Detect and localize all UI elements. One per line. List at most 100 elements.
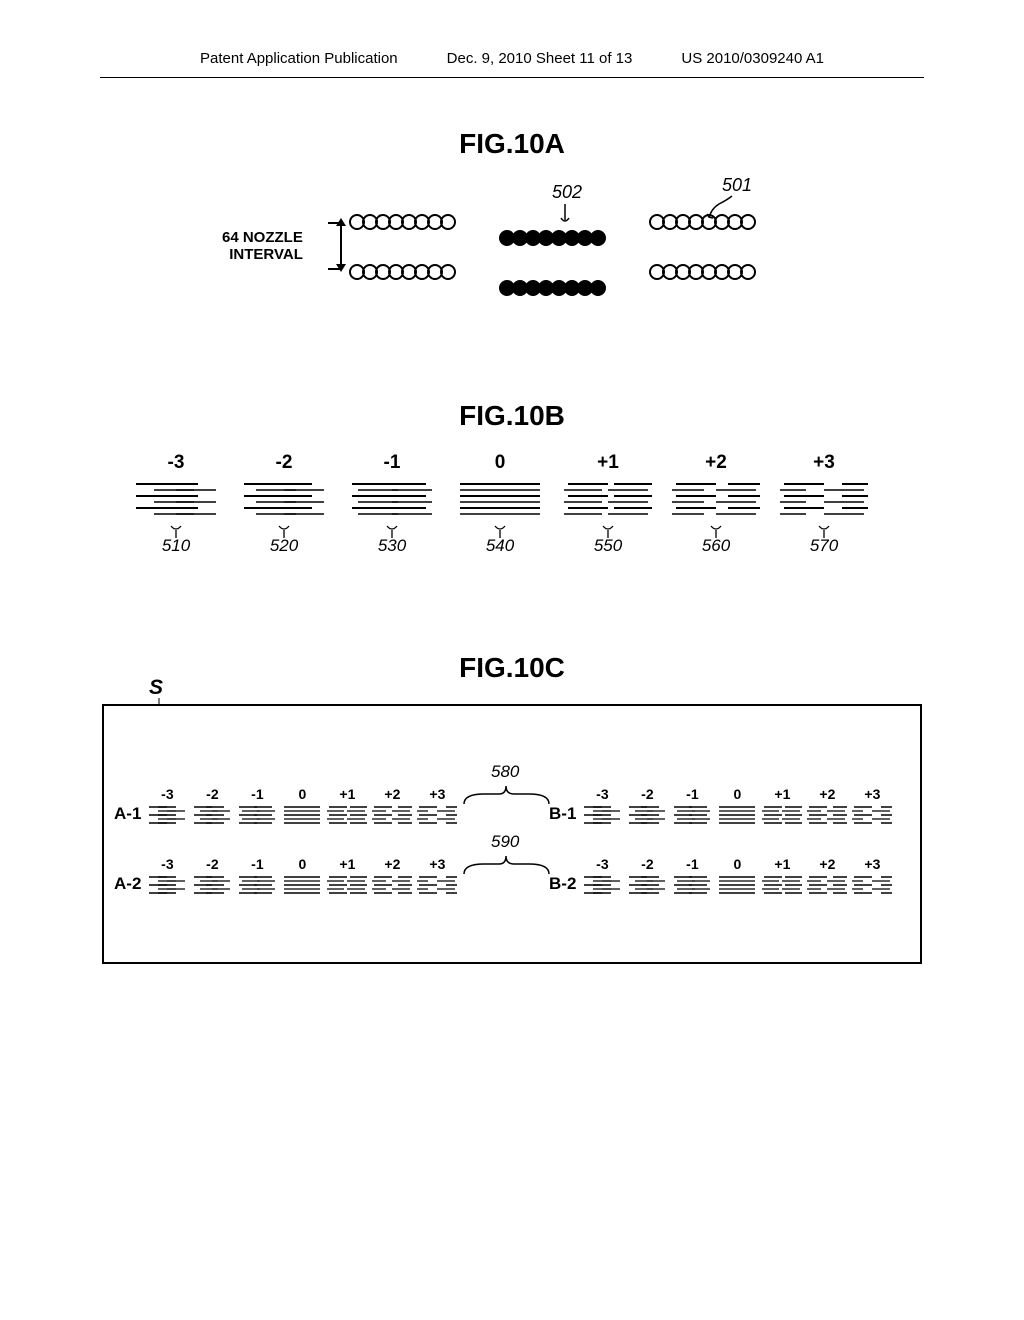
mini-pattern-column: -1 (237, 856, 277, 896)
mini-pattern-column: +2 (372, 856, 412, 896)
pattern-row-group: A-1-3-2-10+1+2+3 (114, 786, 462, 826)
row-group-label: B-2 (549, 874, 576, 894)
mini-pattern-column: +2 (807, 786, 847, 826)
mini-pattern-column: -2 (627, 856, 667, 896)
mini-column-number: +1 (774, 856, 790, 872)
mini-column-number: +3 (429, 856, 445, 872)
nozzle-interval-label: 64 NOZZLE INTERVAL (222, 230, 303, 263)
ref-580-label: 580 (491, 762, 519, 782)
column-ref-label: 540 (486, 536, 514, 556)
column-ref-label: 550 (594, 536, 622, 556)
mini-pattern-column: -3 (582, 856, 622, 896)
open-row-3 (352, 264, 456, 280)
alignment-pattern (456, 480, 544, 522)
mini-pattern-column: 0 (282, 856, 322, 896)
mini-pattern-column: +3 (852, 786, 892, 826)
mini-alignment-pattern (147, 874, 187, 896)
mini-alignment-pattern (852, 874, 892, 896)
header-right: US 2010/0309240 A1 (681, 50, 824, 67)
row-group-label: B-1 (549, 804, 576, 824)
pattern-row-group: A-2-3-2-10+1+2+3 (114, 856, 462, 896)
alignment-pattern (564, 480, 652, 522)
mini-alignment-pattern (762, 874, 802, 896)
mini-pattern-column: -2 (192, 786, 232, 826)
mini-pattern-column: -1 (672, 856, 712, 896)
bracket-vertical (340, 224, 342, 266)
mini-pattern-column: +1 (327, 786, 367, 826)
alignment-pattern (240, 480, 328, 522)
filled-row-2 (502, 280, 606, 296)
nozzle-label-l2: INTERVAL (229, 246, 303, 263)
mini-column-number: +3 (429, 786, 445, 802)
mini-alignment-pattern (147, 804, 187, 826)
mini-alignment-pattern (192, 874, 232, 896)
bracket-bottom (328, 268, 340, 270)
mini-column-number: +1 (774, 786, 790, 802)
alignment-pattern (780, 480, 868, 522)
mini-column-number: -3 (161, 786, 173, 802)
alignment-pattern (672, 480, 760, 522)
mini-pattern-column: +2 (807, 856, 847, 896)
mini-column-number: -2 (641, 856, 653, 872)
bracket-top (328, 222, 340, 224)
mini-column-number: +3 (864, 786, 880, 802)
mini-pattern-column: +2 (372, 786, 412, 826)
nozzle-label-l1: 64 NOZZLE (222, 229, 303, 246)
mini-alignment-pattern (327, 804, 367, 826)
mini-column-number: -2 (206, 786, 218, 802)
page-header: Patent Application Publication Dec. 9, 2… (100, 0, 924, 78)
figure-10a: FIG.10A 64 NOZZLE INTERVAL 501 502 (0, 128, 1024, 330)
mini-pattern-column: +3 (417, 856, 457, 896)
pattern-column: +2560 (672, 452, 760, 556)
mini-column-number: 0 (299, 786, 307, 802)
ref-580-brace (459, 784, 554, 806)
mini-alignment-pattern (672, 804, 712, 826)
pattern-column: -1530 (348, 452, 436, 556)
figure-10b: FIG.10B -3510-2520-15300540+1550+2560+35… (0, 400, 1024, 582)
mini-column-number: +2 (384, 856, 400, 872)
open-circle-icon (740, 264, 756, 280)
pattern-column: +1 550 (564, 452, 652, 556)
filled-circle-icon (590, 280, 606, 296)
mini-pattern-column: -2 (627, 786, 667, 826)
s-leader (152, 698, 160, 706)
mini-pattern-column: +3 (852, 856, 892, 896)
mini-pattern-column: +1 (762, 856, 802, 896)
alignment-pattern (348, 480, 436, 522)
mini-column-number: -1 (251, 786, 263, 802)
mini-alignment-pattern (417, 874, 457, 896)
mini-column-number: -2 (641, 786, 653, 802)
column-number: +1 (597, 452, 619, 474)
column-ref-label: 560 (702, 536, 730, 556)
mini-alignment-pattern (237, 874, 277, 896)
mini-alignment-pattern (627, 804, 667, 826)
open-circle-icon (740, 214, 756, 230)
fig10a-title: FIG.10A (0, 128, 1024, 160)
column-number: -2 (276, 452, 293, 474)
mini-column-number: -1 (686, 856, 698, 872)
mini-pattern-column: -1 (672, 786, 712, 826)
mini-pattern-column: -3 (582, 786, 622, 826)
header-left: Patent Application Publication (200, 50, 398, 67)
mini-column-number: -3 (596, 786, 608, 802)
mini-column-number: +1 (339, 856, 355, 872)
ref-590-brace (459, 854, 554, 876)
mini-pattern-column: -3 (147, 786, 187, 826)
ref-590-label: 590 (491, 832, 519, 852)
mini-alignment-pattern (762, 804, 802, 826)
open-row-4 (652, 264, 756, 280)
mini-alignment-pattern (327, 874, 367, 896)
mini-pattern-column: 0 (717, 856, 757, 896)
fig10c-content: S 580 590 A-1-3-2-10+1+2+3B-1-3-2-10+1+2… (102, 704, 922, 964)
mini-pattern-column: 0 (717, 786, 757, 826)
mini-column-number: +1 (339, 786, 355, 802)
mini-pattern-column: +1 (762, 786, 802, 826)
column-ref-label: 520 (270, 536, 298, 556)
mini-column-number: +2 (384, 786, 400, 802)
mini-column-number: 0 (734, 856, 742, 872)
open-row-1 (352, 214, 456, 230)
mini-column-number: +2 (819, 856, 835, 872)
mini-alignment-pattern (282, 874, 322, 896)
open-circle-icon (440, 264, 456, 280)
column-number: +3 (813, 452, 835, 474)
